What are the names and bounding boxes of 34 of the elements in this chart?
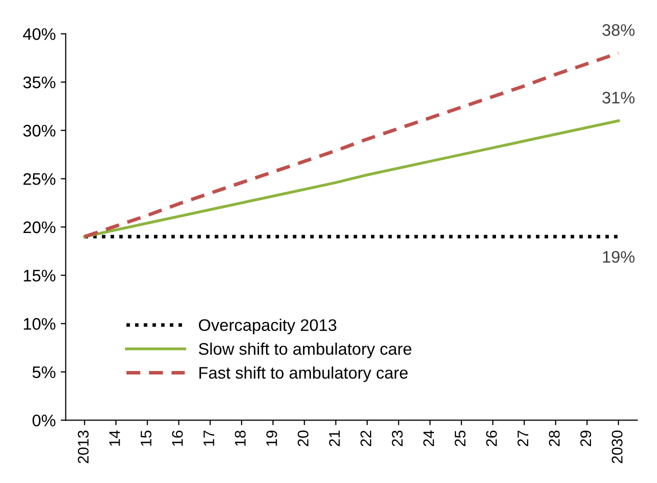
x-tick-label: 21 (329, 430, 340, 446)
line-series (83, 119, 620, 238)
x-tick-label: 15 (140, 430, 152, 446)
x-tick-label: 14 (109, 430, 120, 446)
y-tick-label: 0% (32, 414, 56, 426)
y-tick-label: 35% (23, 76, 56, 88)
data-label: 38% (602, 24, 635, 36)
x-tick-label: 20 (298, 430, 308, 446)
legend-label: Slow shift to ambulatory care (198, 342, 412, 358)
x-tick-label: 2013 (78, 430, 89, 464)
x-tick-label: 23 (392, 430, 403, 446)
data-label: 31% (602, 92, 635, 104)
y-tick-label: 15% (24, 270, 56, 282)
y-tick-label: 5% (32, 366, 56, 378)
x-tick-label: 18 (234, 430, 246, 446)
x-tick-label: 24 (423, 430, 434, 446)
x-tick-label: 19 (266, 430, 278, 446)
x-tick-label: 22 (360, 430, 372, 446)
x-tick-label: 26 (486, 430, 497, 446)
y-tick-label: 25% (23, 173, 56, 185)
legend-label: Fast shift to ambulatory care (199, 366, 408, 382)
data-label: 19% (603, 251, 635, 263)
x-tick-label: 27 (518, 430, 528, 446)
y-tick-label: 40% (23, 28, 56, 40)
x-tick-label: 29 (580, 430, 592, 446)
x-tick-label: 25 (454, 430, 466, 446)
y-tick-label: 10% (24, 318, 56, 330)
y-tick-label: 30% (23, 124, 56, 137)
y-tick-label: 20% (23, 221, 56, 234)
x-tick-label: 17 (204, 430, 214, 446)
x-tick-label: 2030 (612, 430, 623, 464)
x-tick-label: 16 (172, 430, 183, 446)
x-tick-label: 28 (548, 430, 560, 446)
legend-label: Overcapacity 2013 (198, 318, 336, 334)
